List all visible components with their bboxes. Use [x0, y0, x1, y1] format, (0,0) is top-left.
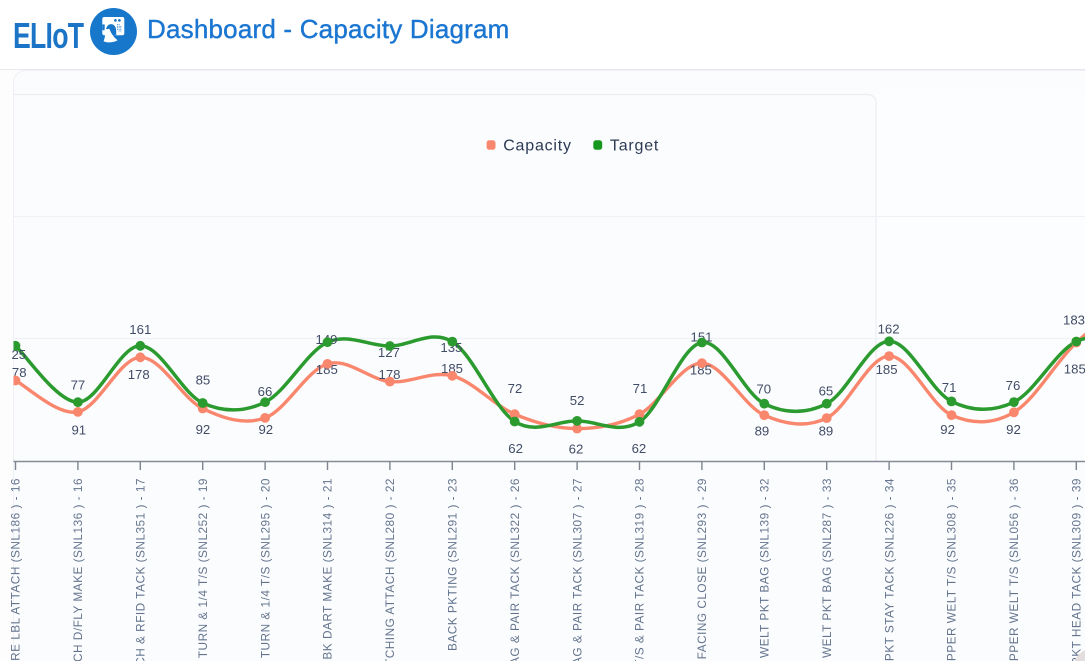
- svg-text:PKT STAY TACK (SNL226 ) - 34: PKT STAY TACK (SNL226 ) - 34: [882, 478, 896, 661]
- svg-text:FACING TURN & 1/4 T/S (SNL295: FACING TURN & 1/4 T/S (SNL295 ) - 20: [258, 478, 272, 661]
- svg-text:135: 135: [440, 340, 462, 355]
- svg-text:BK DART MAKE (SNL314 ) - 21: BK DART MAKE (SNL314 ) - 21: [321, 478, 335, 660]
- svg-text:BK PKT HEAD TACK (SNL309 ) - 3: BK PKT HEAD TACK (SNL309 ) - 39: [1070, 478, 1084, 661]
- svg-text:72: 72: [508, 381, 523, 396]
- svg-text:T/S & PAIR TACK (SNL319 ) - 28: T/S & PAIR TACK (SNL319 ) - 28: [633, 478, 647, 661]
- svg-text:66: 66: [258, 384, 273, 399]
- svg-text:CARE LBL ATTACH (SNL186 ) - 16: CARE LBL ATTACH (SNL186 ) - 16: [9, 478, 23, 661]
- svg-text:162: 162: [878, 322, 900, 337]
- svg-text:UPPER WELT T/S (SNL308 ) - 35: UPPER WELT T/S (SNL308 ) - 35: [945, 478, 959, 661]
- svg-text:185: 185: [441, 361, 463, 376]
- svg-text:85: 85: [196, 373, 211, 388]
- svg-text:UPPER WELT T/S (SNL056 ) - 36: UPPER WELT T/S (SNL056 ) - 36: [1007, 478, 1021, 661]
- svg-text:89: 89: [819, 423, 834, 438]
- svg-text:71: 71: [633, 381, 648, 396]
- svg-text:UPPER WELT PKT BAG (SNL287 ) -: UPPER WELT PKT BAG (SNL287 ) - 33: [820, 478, 834, 661]
- svg-text:161: 161: [129, 322, 151, 337]
- svg-text:62: 62: [508, 441, 523, 456]
- svg-text:185: 185: [876, 362, 898, 377]
- svg-text:52: 52: [570, 393, 585, 408]
- svg-text:91: 91: [71, 422, 86, 437]
- svg-text:178: 178: [128, 367, 150, 382]
- svg-text:25: 25: [11, 347, 26, 362]
- svg-text:76: 76: [1006, 378, 1021, 393]
- svg-text:185: 185: [690, 362, 712, 377]
- svg-text:BK PKT FACING CLOSE (SNL293 ): BK PKT FACING CLOSE (SNL293 ) - 29: [695, 478, 709, 661]
- svg-text:ATTACH & RFID TACK (SNL351 ) -: ATTACH & RFID TACK (SNL351 ) - 17: [134, 478, 148, 661]
- svg-text:Target: Target: [610, 138, 659, 155]
- svg-text:92: 92: [196, 422, 211, 437]
- svg-text:Capacity: Capacity: [503, 138, 572, 155]
- svg-text:STITCHING ATTACH (SNL280 ) - 2: STITCHING ATTACH (SNL280 ) - 22: [383, 478, 397, 661]
- svg-text:LOWER WELT PKT BAG (SNL139 ) -: LOWER WELT PKT BAG (SNL139 ) - 32: [758, 478, 772, 661]
- svg-text:151: 151: [690, 329, 712, 344]
- svg-text:92: 92: [258, 422, 273, 437]
- svg-text:183: 183: [1063, 312, 1085, 327]
- svg-text:PKT BAG & PAIR TACK (SNL322 ): PKT BAG & PAIR TACK (SNL322 ) - 26: [508, 478, 522, 661]
- svg-text:127: 127: [378, 345, 400, 360]
- svg-text:PKT BAG & PAIR TACK (SNL307 ): PKT BAG & PAIR TACK (SNL307 ) - 27: [570, 478, 584, 661]
- svg-text:62: 62: [632, 441, 647, 456]
- svg-text:BACK PKTING (SNL291 ) - 23: BACK PKTING (SNL291 ) - 23: [446, 478, 460, 651]
- svg-text:185: 185: [1064, 362, 1085, 377]
- svg-text:ATTACH D/FLY MAKE (SNL136 ) -: ATTACH D/FLY MAKE (SNL136 ) - 16: [71, 478, 85, 661]
- svg-text:65: 65: [819, 384, 834, 399]
- svg-text:185: 185: [316, 362, 338, 377]
- svg-text:92: 92: [1006, 422, 1021, 437]
- svg-text:178: 178: [378, 367, 400, 382]
- svg-text:71: 71: [942, 380, 957, 395]
- svg-text:70: 70: [756, 381, 771, 396]
- svg-text:77: 77: [71, 377, 86, 392]
- svg-text:89: 89: [755, 423, 770, 438]
- svg-text:FACING TURN & 1/4 T/S (SNL252: FACING TURN & 1/4 T/S (SNL252 ) - 19: [196, 478, 210, 661]
- svg-text:92: 92: [940, 422, 955, 437]
- svg-text:62: 62: [569, 441, 584, 456]
